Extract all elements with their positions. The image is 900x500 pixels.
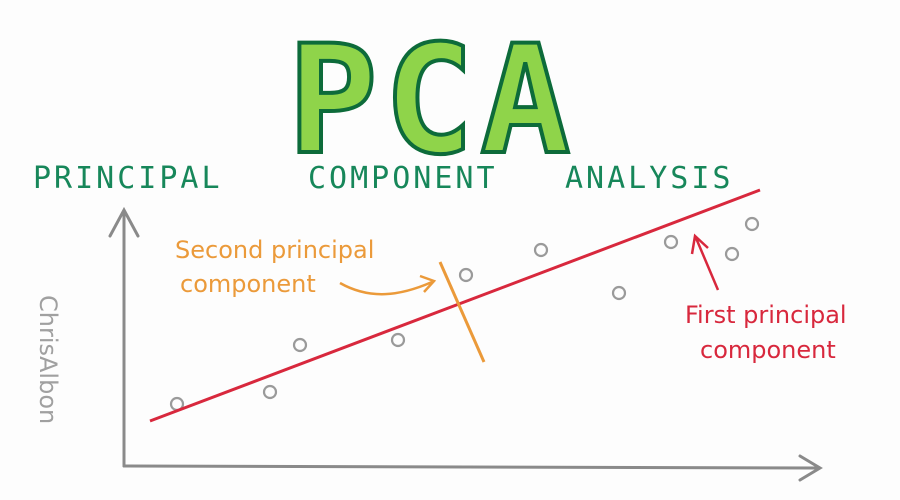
arrow [690, 233, 720, 291]
first-component-line [149, 188, 761, 423]
subtitle-word: COMPONENT [308, 161, 498, 196]
arrow [339, 274, 437, 296]
subtitle-word: PRINCIPAL [33, 161, 223, 196]
annotation: Second principal [175, 236, 374, 264]
subtitle-word: ANALYSIS [565, 161, 734, 196]
second-component-line [438, 261, 486, 363]
annotation: component [180, 270, 316, 298]
annotation: First principal [685, 301, 847, 329]
axes [108, 206, 823, 482]
title: PCA [288, 14, 577, 188]
author: ChrisAlbon [34, 295, 62, 424]
annotation: component [700, 336, 836, 364]
